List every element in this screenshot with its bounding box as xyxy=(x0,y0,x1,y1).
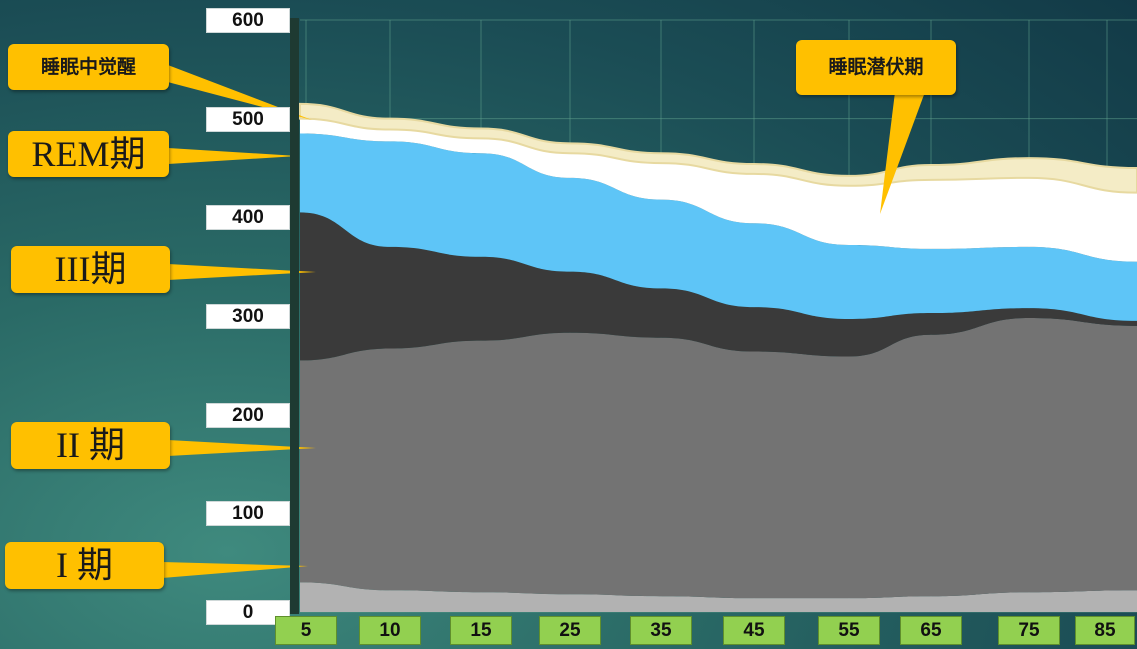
callout-pointer xyxy=(880,92,925,214)
area-series-3 xyxy=(300,212,1137,361)
area-series-2 xyxy=(300,317,1137,599)
x-tick-label: 5 xyxy=(275,616,337,645)
x-tick-label: 55 xyxy=(818,616,880,645)
x-tick-label: 10 xyxy=(359,616,421,645)
callout-pointers xyxy=(160,62,925,578)
x-tick-label: 15 xyxy=(450,616,512,645)
y-tick-label: 600 xyxy=(206,8,290,33)
callout-pointer xyxy=(162,562,308,578)
callout-pointer xyxy=(160,62,312,120)
callout-pointer xyxy=(168,440,316,456)
area-series-1 xyxy=(300,582,1137,612)
callout-rem: REM期 xyxy=(8,131,169,177)
x-tick-label: 75 xyxy=(998,616,1060,645)
x-tick-label: 65 xyxy=(900,616,962,645)
area-series-5 xyxy=(300,118,1137,262)
callout-pointer xyxy=(168,264,316,280)
y-tick-label: 400 xyxy=(206,205,290,231)
callout-latency: 睡眠潜伏期 xyxy=(796,40,956,95)
callout-stage3: III期 xyxy=(11,246,170,293)
x-tick-label: 25 xyxy=(539,616,601,645)
y-tick-label: 500 xyxy=(206,106,290,132)
area-series-4 xyxy=(300,133,1137,321)
area-series-6 xyxy=(299,102,1137,194)
callout-wake: 睡眠中觉醒 xyxy=(8,44,169,90)
x-tick-label: 35 xyxy=(630,616,692,645)
y-tick-label: 100 xyxy=(206,501,290,527)
x-tick-label: 85 xyxy=(1075,616,1135,645)
y-tick-label: 300 xyxy=(206,304,290,329)
y-axis-line xyxy=(290,18,299,614)
y-tick-label: 200 xyxy=(206,402,290,428)
callout-pointer xyxy=(168,148,298,164)
callout-stage2: II 期 xyxy=(11,422,170,469)
chart-areas xyxy=(299,102,1137,612)
x-tick-label: 45 xyxy=(723,616,785,645)
callout-stage1: I 期 xyxy=(5,542,164,589)
